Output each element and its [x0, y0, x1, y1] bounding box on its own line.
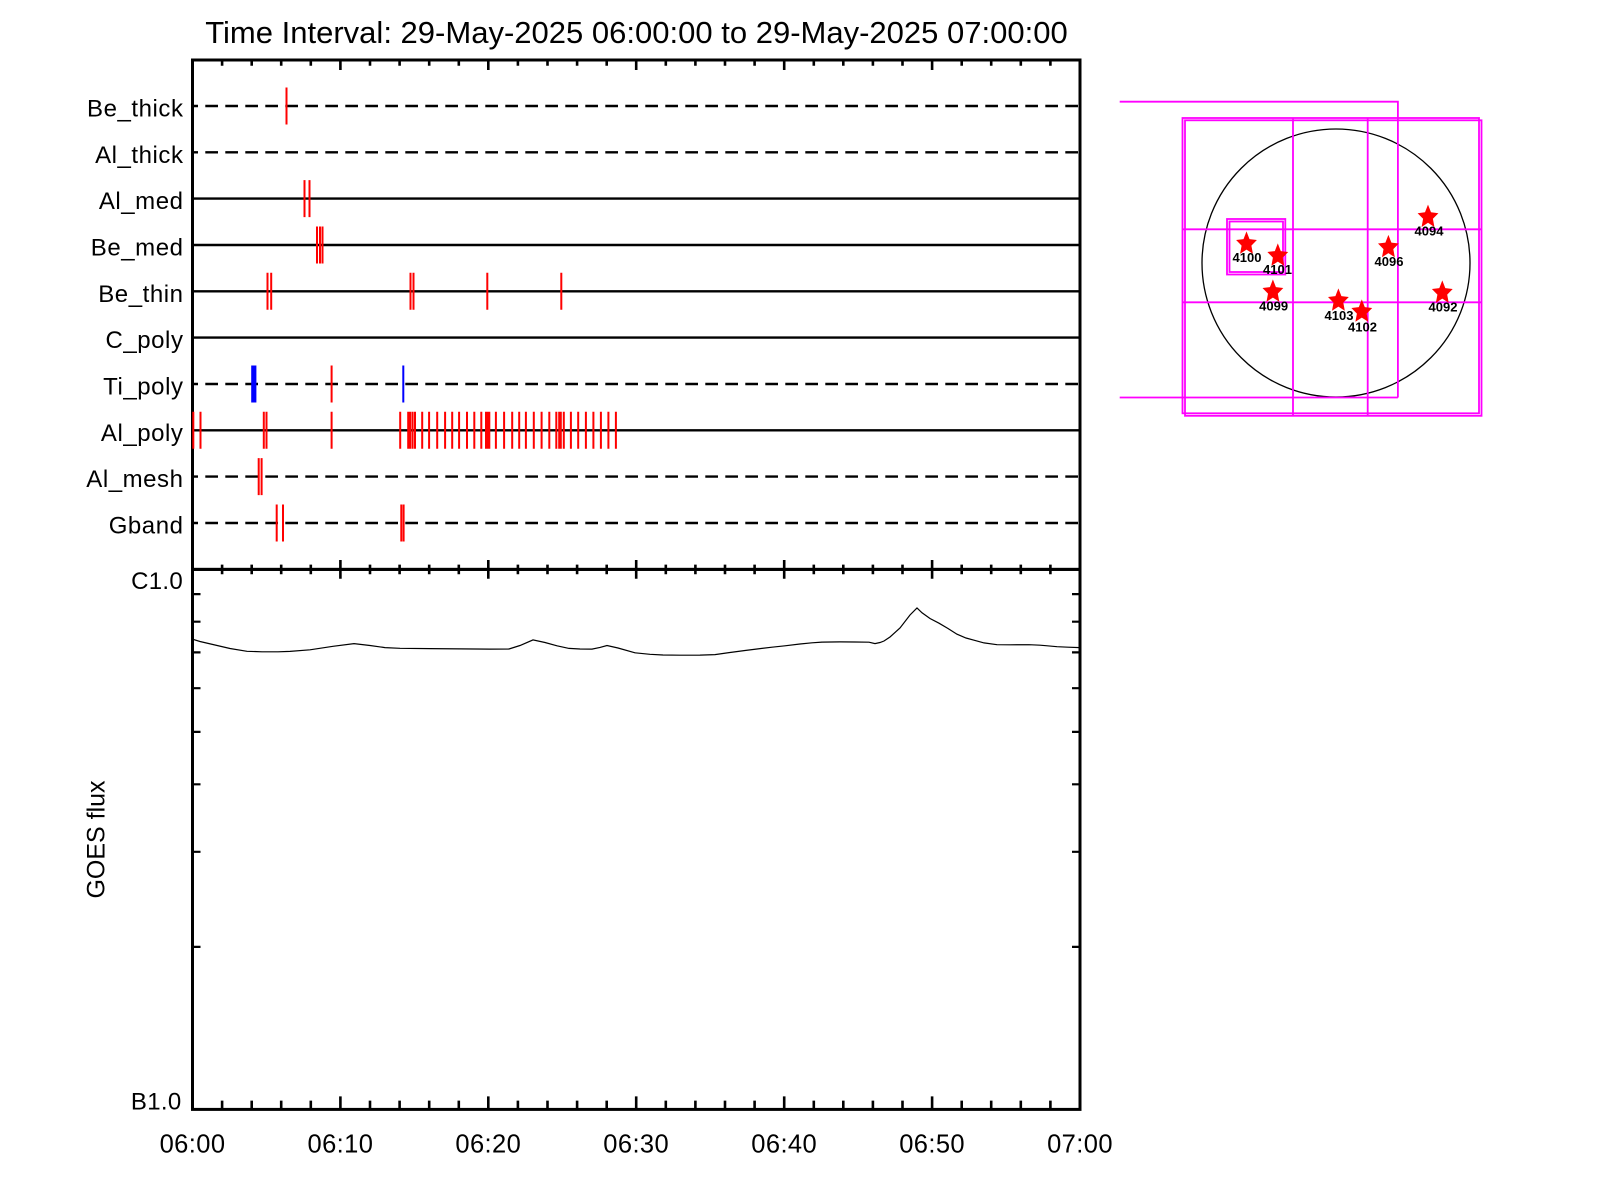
svg-text:Al_poly: Al_poly	[101, 420, 184, 447]
svg-text:Be_thick: Be_thick	[87, 96, 184, 123]
svg-text:Al_med: Al_med	[99, 188, 184, 215]
svg-text:GOES flux: GOES flux	[83, 780, 111, 899]
svg-text:C1.0: C1.0	[131, 568, 183, 595]
svg-text:Be_thin: Be_thin	[98, 281, 183, 308]
svg-text:Al_thick: Al_thick	[95, 142, 184, 169]
svg-text:4092: 4092	[1429, 300, 1458, 315]
svg-text:4103: 4103	[1325, 308, 1354, 323]
svg-text:Time Interval: 29-May-2025 06:: Time Interval: 29-May-2025 06:00:00 to 2…	[205, 15, 1068, 50]
svg-text:Be_med: Be_med	[91, 235, 184, 262]
svg-text:4102: 4102	[1348, 320, 1377, 335]
svg-text:B1.0: B1.0	[131, 1088, 182, 1115]
svg-text:Al_mesh: Al_mesh	[86, 466, 183, 493]
svg-text:4094: 4094	[1415, 224, 1445, 239]
svg-text:C_poly: C_poly	[105, 327, 183, 354]
svg-text:4099: 4099	[1259, 299, 1288, 314]
svg-text:06:50: 06:50	[899, 1130, 965, 1158]
svg-text:07:00: 07:00	[1047, 1130, 1113, 1158]
svg-text:06:40: 06:40	[751, 1130, 817, 1158]
svg-text:4096: 4096	[1375, 254, 1404, 269]
svg-text:Ti_poly: Ti_poly	[103, 374, 183, 401]
svg-text:06:10: 06:10	[307, 1130, 373, 1158]
svg-text:06:30: 06:30	[603, 1130, 669, 1158]
svg-text:06:20: 06:20	[455, 1130, 521, 1158]
svg-text:Gband: Gband	[109, 513, 184, 540]
svg-text:06:00: 06:00	[160, 1130, 226, 1158]
svg-text:4101: 4101	[1263, 262, 1292, 277]
svg-text:4100: 4100	[1233, 250, 1262, 265]
